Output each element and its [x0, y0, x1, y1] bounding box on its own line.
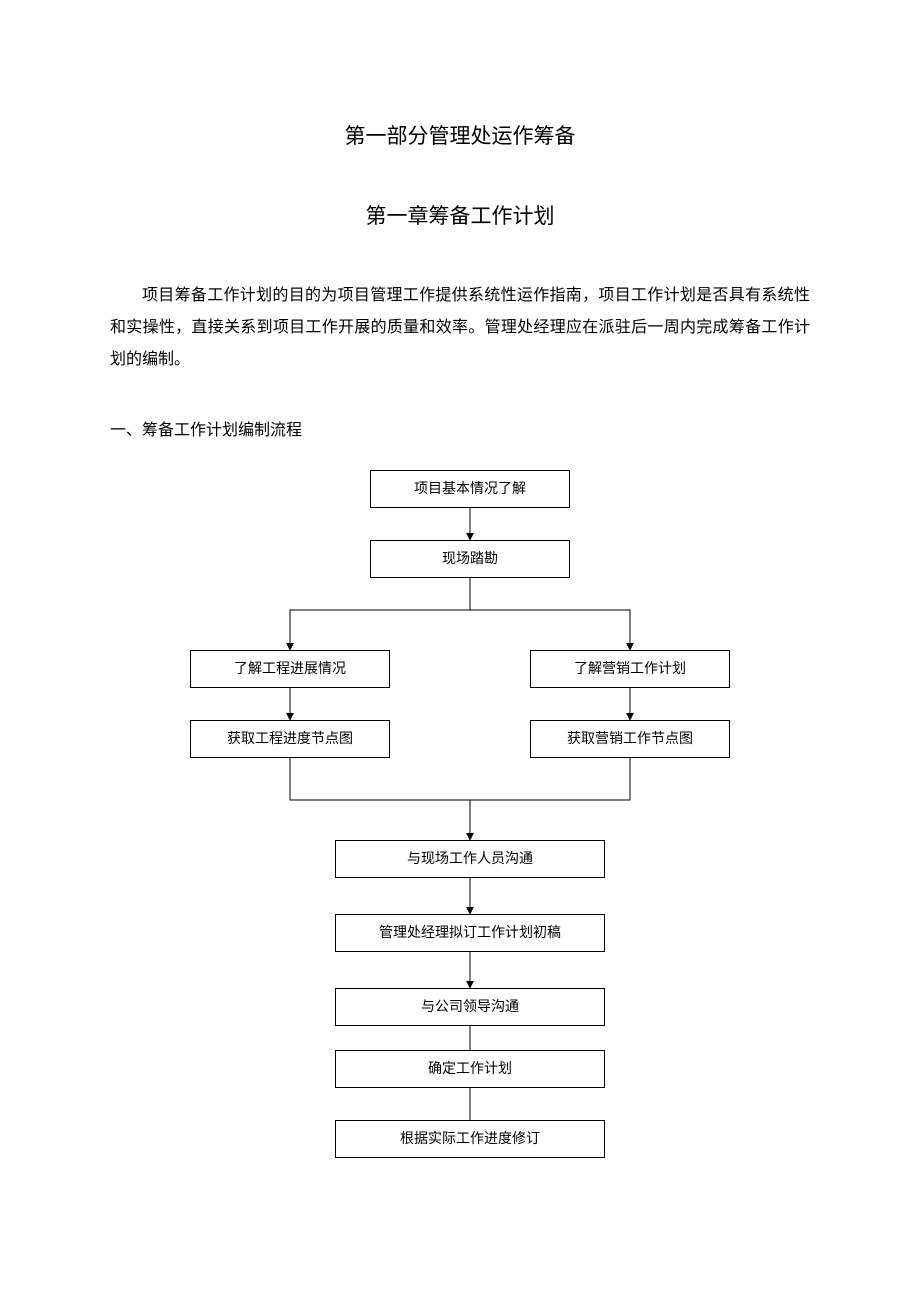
- flow-node-n6: 获取营销工作节点图: [530, 720, 730, 758]
- chapter-title: 第一章筹备工作计划: [110, 200, 810, 230]
- flow-node-n3: 了解工程进展情况: [190, 650, 390, 688]
- flow-node-n5: 获取工程进度节点图: [190, 720, 390, 758]
- flowchart: 项目基本情况了解现场踏勘了解工程进展情况 了解营销工作计划获取工程进度节点图 获取营…: [110, 470, 810, 1160]
- flow-node-n8: 管理处经理拟订工作计划初稿: [335, 914, 605, 952]
- intro-paragraph: 项目筹备工作计划的目的为项目管理工作提供系统性运作指南，项目工作计划是否具有系统…: [110, 280, 810, 376]
- part-title: 第一部分管理处运作筹备: [110, 120, 810, 150]
- section-heading: 一、筹备工作计划编制流程: [110, 416, 810, 440]
- flow-node-n9: 与公司领导沟通: [335, 988, 605, 1026]
- flow-node-n11: 根据实际工作进度修订: [335, 1120, 605, 1158]
- flow-node-n2: 现场踏勘: [370, 540, 570, 578]
- flow-node-n7: 与现场工作人员沟通: [335, 840, 605, 878]
- flow-node-n1: 项目基本情况了解: [370, 470, 570, 508]
- flow-node-n4: 了解营销工作计划: [530, 650, 730, 688]
- flow-node-n10: 确定工作计划: [335, 1050, 605, 1088]
